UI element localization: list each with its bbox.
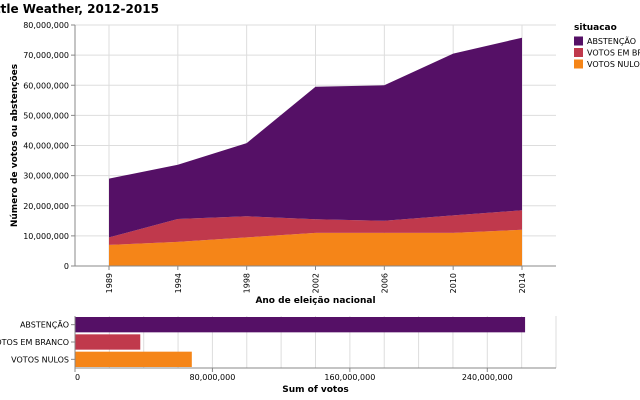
area-x-tick-label: 2002 (312, 273, 321, 293)
bar-votos-em-branco (75, 334, 141, 350)
area-x-tick-label: 2006 (380, 273, 389, 293)
bar-x-tick-label: 160,000,000 (324, 373, 375, 382)
area-axes: 0 10,000,000 20,000,000 30,000,000 40,000,00… (23, 21, 556, 293)
area-series-group (109, 37, 522, 266)
legend: situacao ABSTENÇÃO VOTOS EM BRANCO VOTOS N… (574, 23, 640, 69)
bar-category-label: VOTOS NULOS (11, 355, 69, 364)
area-y-tick-label: 60,000,000 (23, 81, 69, 90)
area-y-tick-label: 70,000,000 (23, 51, 69, 60)
area-y-tick-label: 10,000,000 (23, 232, 69, 241)
legend-label: VOTOS EM BRANCO (587, 49, 640, 58)
area-x-tick-label: 2010 (449, 273, 458, 293)
bar-x-axis-title: Sum of votos (282, 385, 349, 395)
area-x-tick-label: 1989 (105, 273, 114, 293)
bar-marks (75, 317, 526, 367)
legend-label: ABSTENÇÃO (587, 36, 636, 46)
area-y-tick-label: 80,000,000 (23, 21, 69, 30)
area-y-tick-label: 0 (64, 262, 69, 271)
bar-category-label: VOTOS EM BRANCO (0, 338, 69, 347)
legend-swatch (574, 59, 583, 69)
area-chart: 0 10,000,000 20,000,000 30,000,000 40,000,00… (10, 21, 556, 306)
chart-title: Seattle Weather, 2012-2015 (0, 2, 159, 16)
bar-x-tick-label: 240,000,000 (462, 373, 513, 382)
area-y-tick-label: 30,000,000 (23, 172, 69, 181)
area-x-tick-label: 2014 (518, 273, 527, 293)
area-series-votos-nulos (109, 229, 522, 266)
bar-votos-nulos (75, 351, 192, 367)
area-y-tick-label: 50,000,000 (23, 111, 69, 120)
area-y-axis-title: Número de votos ou abstenções (10, 64, 20, 227)
legend-swatch (574, 36, 583, 46)
bar-category-label: ABSTENÇÃO (20, 320, 69, 330)
area-y-tick-label: 20,000,000 (23, 202, 69, 211)
legend-swatch (574, 48, 583, 57)
area-y-tick-label: 40,000,000 (23, 142, 69, 151)
legend-label: VOTOS NULOS (587, 60, 640, 69)
legend-title: situacao (574, 23, 617, 33)
bar-chart: ABSTENÇÃO VOTOS EM BRANCO VOTOS NULOS 0 80,0… (0, 316, 557, 395)
area-series-absten-o (109, 37, 522, 238)
area-x-tick-label: 1994 (174, 273, 183, 293)
area-x-axis-title: Ano de eleição nacional (255, 296, 375, 306)
area-series-votos-em-branco (109, 210, 522, 245)
bar-absten-o (75, 317, 526, 333)
area-x-tick-label: 1998 (243, 273, 252, 293)
bar-x-tick-label: 80,000,000 (190, 373, 236, 382)
bar-x-tick-label: 0 (75, 373, 80, 382)
legend-items: ABSTENÇÃO VOTOS EM BRANCO VOTOS NULOS (574, 36, 640, 69)
bar-axes: ABSTENÇÃO VOTOS EM BRANCO VOTOS NULOS 0 80,0… (0, 316, 556, 382)
